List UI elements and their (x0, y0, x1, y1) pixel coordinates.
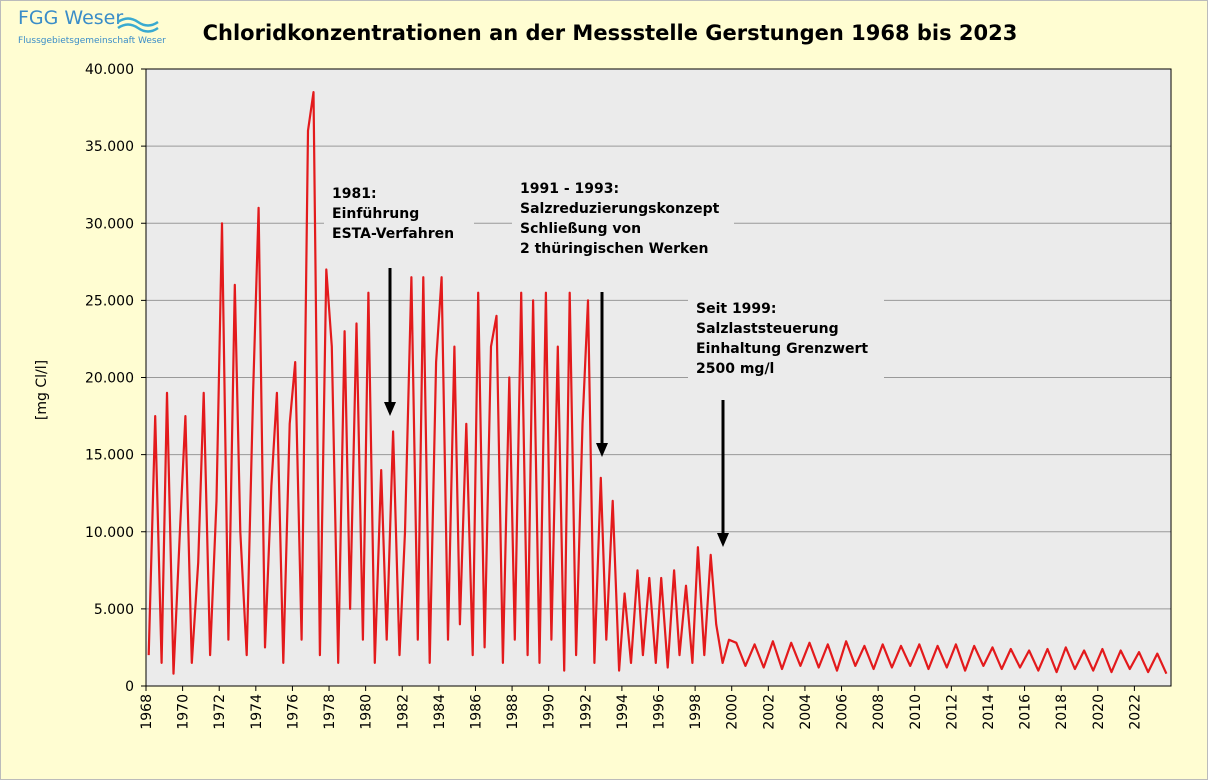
x-tick-label: 2014 (981, 694, 997, 730)
x-tick-label: 1980 (359, 694, 375, 730)
x-tick-label: 2018 (1054, 694, 1070, 730)
x-tick-label: 1994 (615, 694, 631, 730)
x-tick-label: 2008 (871, 694, 887, 730)
x-tick-label: 1998 (688, 694, 704, 730)
x-tick-label: 2002 (761, 694, 777, 730)
chart-title: Chloridkonzentrationen an der Messstelle… (203, 21, 1018, 45)
x-tick-label: 1968 (139, 694, 155, 730)
annotation-text: 1981: (332, 186, 377, 202)
x-tick-label: 2004 (798, 694, 814, 730)
x-tick-label: 1978 (322, 694, 338, 730)
x-tick-label: 1976 (285, 694, 301, 730)
x-tick-label: 2020 (1091, 694, 1107, 730)
annotation-text: 2500 mg/l (696, 361, 774, 377)
x-tick-label: 1996 (652, 694, 668, 730)
x-tick-label: 1970 (176, 694, 192, 730)
logo-waves (117, 17, 159, 33)
annotation-text: Salzreduzierungskonzept (520, 201, 720, 217)
x-tick-label: 2012 (944, 694, 960, 730)
annotation-text: Seit 1999: (696, 301, 777, 317)
y-tick-label: 35.000 (85, 139, 134, 155)
arrow-head (717, 533, 729, 547)
y-tick-label: 15.000 (85, 448, 134, 464)
x-tick-label: 2016 (1018, 694, 1034, 730)
annotation-text: Salzlaststeuerung (696, 321, 839, 337)
y-tick-label: 10.000 (85, 525, 134, 541)
x-tick-label: 2022 (1127, 694, 1143, 730)
y-axis-label: [mg Cl/l] (34, 360, 50, 420)
y-tick-label: 20.000 (85, 371, 134, 387)
x-tick-label: 1972 (212, 694, 228, 730)
y-tick-label: 5.000 (94, 602, 134, 618)
y-tick-label: 25.000 (85, 293, 134, 309)
logo-name: FGG Weser (18, 7, 123, 29)
annotation-text: Einhaltung Grenzwert (696, 341, 868, 357)
annotation-text: 1991 - 1993: (520, 181, 619, 197)
x-tick-label: 2010 (908, 694, 924, 730)
annotation-text: Einführung (332, 206, 419, 222)
x-tick-label: 1990 (542, 694, 558, 730)
annotation-box (324, 180, 474, 248)
x-tick-label: 2000 (725, 694, 741, 730)
annotation-text: Schließung von (520, 221, 641, 237)
annotation-box (688, 295, 884, 385)
arrow-head (384, 402, 396, 416)
x-tick-label: 1986 (468, 694, 484, 730)
x-tick-label: 1982 (395, 694, 411, 730)
annotation-text: ESTA-Verfahren (332, 226, 454, 242)
x-tick-label: 2006 (835, 694, 851, 730)
x-tick-label: 1988 (505, 694, 521, 730)
logo-subtitle: Flussgebietsgemeinschaft Weser (18, 36, 166, 46)
y-tick-label: 0 (125, 679, 134, 695)
data-line (147, 91, 1168, 675)
arrow-head (596, 443, 608, 457)
x-tick-label: 1974 (249, 694, 265, 730)
arrows (384, 268, 729, 547)
y-tick-label: 40.000 (85, 62, 134, 78)
y-tick-label: 30.000 (85, 216, 134, 232)
annotation-box (512, 175, 734, 265)
annotation-text: 2 thüringischen Werken (520, 241, 708, 257)
x-tick-label: 1984 (432, 694, 448, 730)
x-tick-label: 1992 (578, 694, 594, 730)
